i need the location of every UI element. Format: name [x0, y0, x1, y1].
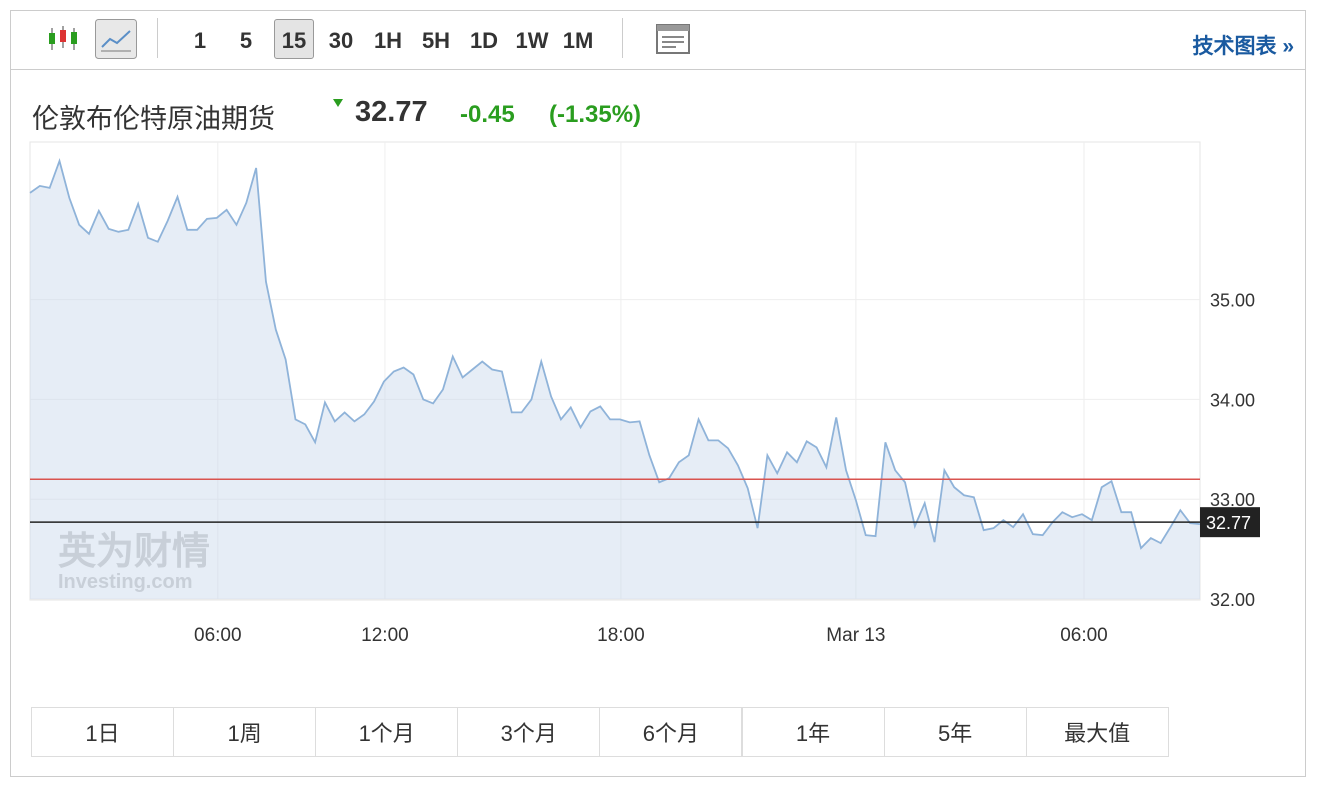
interval-button[interactable]: 1D [469, 28, 499, 53]
area-fill [30, 160, 1200, 600]
separator [157, 18, 158, 58]
watermark-site: Investing.com [58, 571, 192, 593]
last-value-label: 32.77 [1206, 513, 1251, 533]
interval-button[interactable]: 1H [373, 28, 403, 53]
y-tick-label: 35.00 [1210, 291, 1255, 311]
range-button[interactable]: 1日 [31, 707, 174, 757]
range-button[interactable]: 3个月 [457, 707, 601, 757]
x-tick-label: 12:00 [361, 625, 409, 646]
selected-interval-box [274, 19, 314, 59]
change-percent: (-1.35%) [549, 101, 642, 128]
separator [622, 18, 623, 58]
plot-frame [29, 141, 1201, 601]
range-button[interactable]: 6个月 [599, 707, 743, 757]
x-tick-label: 18:00 [597, 625, 645, 646]
candle-icon[interactable] [46, 24, 80, 54]
range-button[interactable]: 1个月 [315, 707, 459, 757]
range-button[interactable]: 1年 [741, 707, 885, 757]
line-icon[interactable] [95, 19, 137, 59]
price: 32.77 [355, 96, 428, 128]
chart: 英为财情 Investing.com 32.00 33.00 34.00 35.00 0… [29, 141, 1260, 646]
interval-button[interactable]: 5 [239, 28, 253, 53]
interval-button[interactable]: 5H [421, 28, 451, 53]
interval-button[interactable]: 30 [328, 28, 354, 53]
down-arrow [333, 99, 343, 107]
x-tick-label: 06:00 [194, 625, 242, 646]
watermark-brand: 英为财情 [58, 531, 210, 573]
range-button[interactable]: 5年 [883, 707, 1027, 757]
toolbar-divider [10, 69, 1306, 70]
y-tick-label: 34.00 [1210, 390, 1255, 410]
widget [10, 10, 1306, 777]
interval-button[interactable]: 1 [193, 28, 207, 53]
range-button[interactable]: 最大值 [1025, 707, 1169, 757]
last-value-box [1200, 507, 1260, 538]
tech-chart-link[interactable]: 技术图表 » [1192, 35, 1294, 58]
x-tick-label: Mar 13 [826, 625, 885, 646]
interval-button[interactable]: 1W [515, 28, 549, 53]
x-tick-label: 06:00 [1060, 625, 1108, 646]
y-tick-label: 33.00 [1210, 490, 1255, 510]
layout-icon[interactable] [656, 24, 690, 54]
interval-button[interactable]: 1M [562, 28, 594, 53]
interval-button[interactable]: 15 [281, 28, 307, 53]
range-button[interactable]: 1周 [173, 707, 317, 757]
y-tick-label: 32.00 [1210, 590, 1255, 610]
instrument-name: 伦敦布伦特原油期货 [32, 104, 275, 134]
change: -0.45 [460, 101, 515, 128]
price-line [29, 157, 1201, 550]
